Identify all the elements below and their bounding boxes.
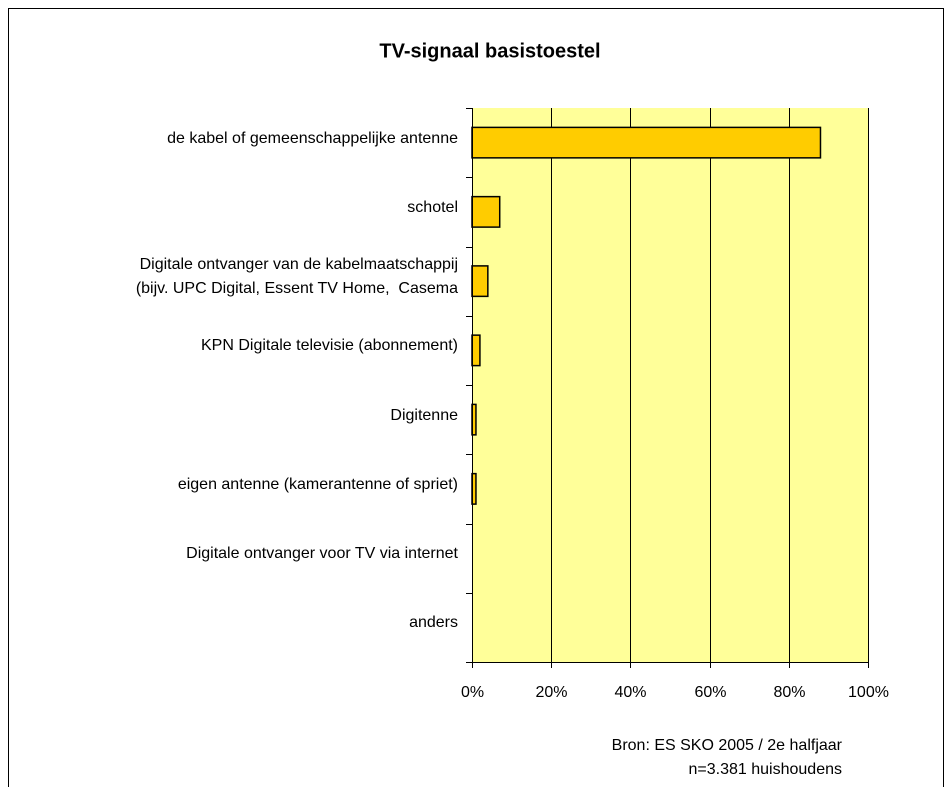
plot-area — [472, 108, 868, 662]
chart-title: TV-signaal basistoestel — [379, 40, 600, 62]
bar — [471, 334, 481, 367]
source-note: Bron: ES SKO 2005 / 2e halfjaar — [612, 737, 843, 754]
x-tick-label: 20% — [535, 684, 567, 701]
y-tick-label: Digitale ontvanger van de kabelmaatschap… — [135, 256, 458, 298]
x-tick-label: 100% — [848, 684, 889, 701]
y-tick-label: anders — [409, 614, 458, 632]
x-tick-label: 60% — [694, 684, 726, 701]
bar — [471, 195, 501, 228]
x-tick-label: 40% — [614, 684, 646, 701]
y-tick-label: KPN Digitale televisie (abonnement) — [200, 337, 458, 355]
x-tick-label: 0% — [461, 684, 484, 701]
source-note: n=3.381 huishoudens — [689, 761, 842, 778]
x-tick-label: 80% — [773, 684, 805, 701]
y-tick-label: eigen antenne (kamerantenne of spriet) — [177, 475, 458, 493]
bar — [471, 265, 489, 298]
y-tick-label: de kabel of gemeenschappelijke antenne — [167, 129, 458, 147]
bar — [471, 126, 822, 159]
chart-frame — [8, 8, 944, 787]
y-tick-label: schotel — [407, 198, 458, 216]
y-tick-label: Digitale ontvanger voor TV via internet — [186, 545, 458, 563]
y-tick-label: Digitenne — [390, 406, 458, 424]
